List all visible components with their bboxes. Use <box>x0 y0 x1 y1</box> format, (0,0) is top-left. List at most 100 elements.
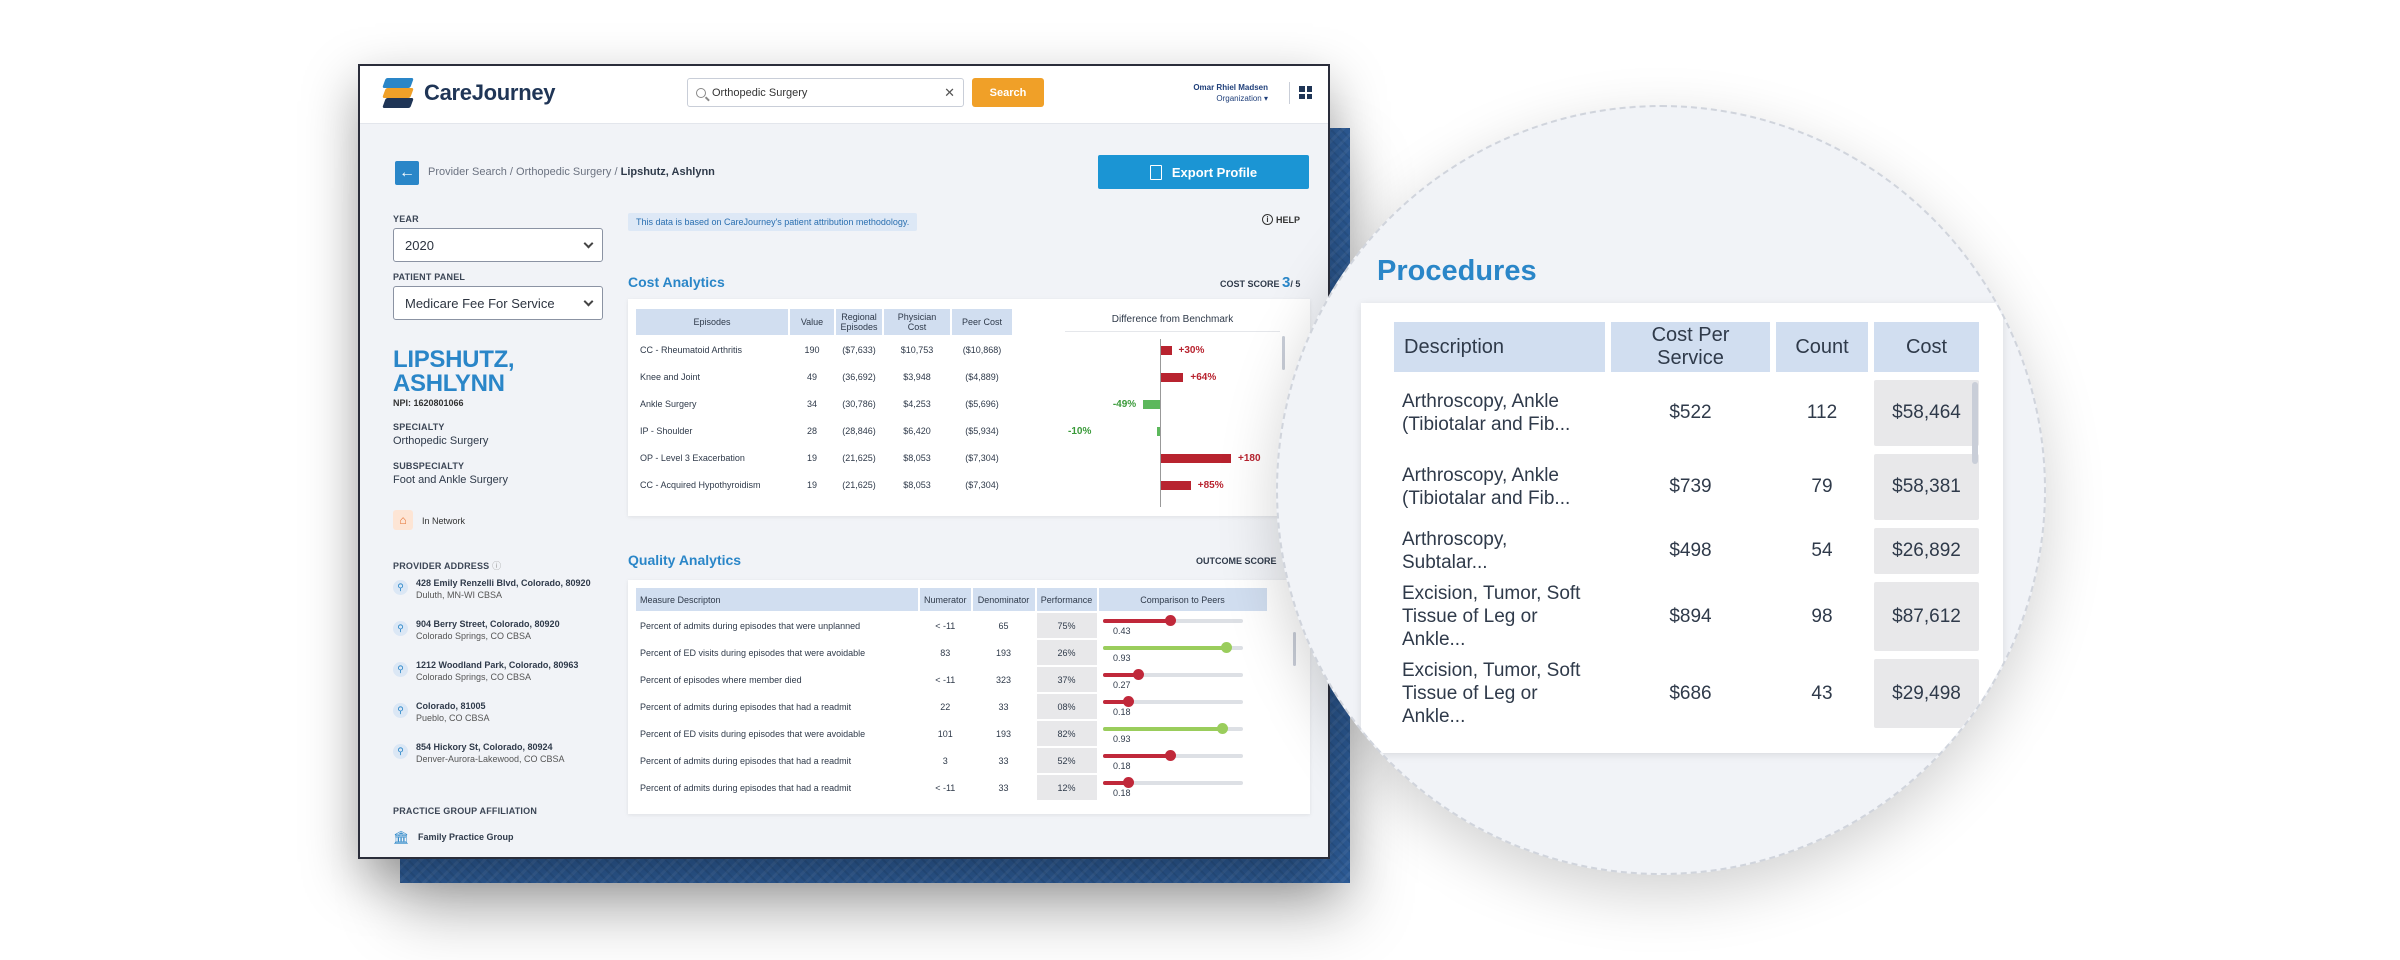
slider-knob <box>1132 669 1144 681</box>
address-line1: 428 Emily Renzelli Blvd, Colorado, 80920 <box>416 578 591 588</box>
cost-cell: 19 <box>806 479 817 490</box>
clear-icon[interactable]: ✕ <box>944 84 955 100</box>
quality-cell: 82% <box>1036 721 1097 746</box>
quality-row[interactable]: Percent of admits during episodes that h… <box>636 694 1267 719</box>
scrollbar[interactable] <box>1282 336 1285 370</box>
search-button[interactable]: Search <box>972 78 1044 107</box>
cost-cell: 190 <box>804 344 820 355</box>
user-menu[interactable]: Omar Rhiel Madsen Organization ▾ <box>1193 82 1268 104</box>
quality-cell: 37% <box>1036 667 1097 692</box>
cost-cell: 34 <box>806 398 817 409</box>
quality-row[interactable]: Percent of ED visits during episodes tha… <box>636 640 1267 665</box>
procedure-row[interactable]: Arthroscopy, Ankle (Tibiotalar and Fib...… <box>1394 454 1979 520</box>
quality-cell: 33 <box>998 755 1009 766</box>
quality-row[interactable]: Percent of admits during episodes that w… <box>636 613 1267 638</box>
export-profile-button[interactable]: Export Profile <box>1098 155 1309 189</box>
quality-table: Measure Descripton Numerator Denominator Pe… <box>634 586 1269 802</box>
quality-row[interactable]: Percent of episodes where member died < -… <box>636 667 1267 692</box>
cost-cell: (21,625) <box>842 479 876 490</box>
cost-col-header: Physician Cost <box>884 309 950 335</box>
cost-cell: ($4,889) <box>965 371 999 382</box>
search-input[interactable] <box>712 86 939 99</box>
back-button[interactable]: ← <box>395 161 419 185</box>
search-icon <box>696 87 706 98</box>
benchmark-row: +64% <box>1065 364 1285 391</box>
quality-row[interactable]: Percent of admits during episodes that h… <box>636 775 1267 800</box>
cost-row[interactable]: IP - Shoulder 28 (28,846) $6,420 ($5,934) <box>636 418 1012 443</box>
procedure-cost-per-service: $739 <box>1669 476 1712 497</box>
comparison-value: 0.27 <box>1112 679 1131 690</box>
divider <box>1289 82 1290 104</box>
procedure-count: 43 <box>1811 682 1833 704</box>
procedure-cost-per-service: $498 <box>1669 540 1712 561</box>
quality-row[interactable]: Percent of admits during episodes that h… <box>636 748 1267 773</box>
comparison-slider <box>1102 696 1243 708</box>
procedure-description: Excision, Tumor, Soft Tissue of Leg or An… <box>1402 583 1581 650</box>
slider-fill <box>1102 673 1138 678</box>
slider-fill <box>1102 727 1222 732</box>
procedure-cost: $87,612 <box>1874 582 1979 651</box>
quality-cell: Percent of admits during episodes that h… <box>640 782 852 793</box>
quality-cell: 33 <box>998 782 1009 793</box>
procedure-row[interactable]: Arthroscopy, Subtalar... $498 54 $26,892 <box>1394 528 1979 574</box>
quality-cell: Percent of admits during episodes that h… <box>640 755 852 766</box>
benchmark-row: +85% <box>1065 472 1285 499</box>
quality-row[interactable]: Percent of ED visits during episodes tha… <box>636 721 1267 746</box>
procedures-title: Procedures <box>1377 255 1537 287</box>
scrollbar[interactable] <box>1972 382 1978 464</box>
procedure-cost: $29,498 <box>1874 659 1979 728</box>
cost-cell: (30,786) <box>842 398 876 409</box>
benchmark-bar <box>1142 400 1160 409</box>
comparison-value: 0.18 <box>1112 706 1131 717</box>
benchmark-bar <box>1161 346 1172 355</box>
patient-panel-value: Medicare Fee For Service <box>405 295 555 311</box>
brand-name: CareJourney <box>424 80 556 105</box>
cost-cell: CC - Acquired Hypothyroidism <box>640 479 761 490</box>
top-bar: CareJourney ✕ Search Omar Rhiel Madsen O… <box>360 66 1328 124</box>
search-box[interactable]: ✕ <box>687 78 964 107</box>
location-pin-icon: ⚲ <box>393 662 408 677</box>
cost-row[interactable]: CC - Acquired Hypothyroidism 19 (21,625) $8… <box>636 472 1012 497</box>
logo[interactable]: CareJourney <box>380 76 556 110</box>
breadcrumb: Provider Search / Orthopedic Surgery / L… <box>428 166 715 178</box>
outcome-score: OUTCOME SCORE <box>1196 556 1277 566</box>
year-select[interactable]: 2020 <box>393 228 603 262</box>
cost-col-header: Regional Episodes <box>836 309 882 335</box>
cost-row[interactable]: CC - Rheumatoid Arthritis 190 ($7,633) $10,… <box>636 337 1012 362</box>
info-icon: ⓘ <box>492 561 502 571</box>
procedure-row[interactable]: Excision, Tumor, Soft Tissue of Leg or An… <box>1394 659 1979 728</box>
comparison-cell: 0.18 <box>1099 748 1267 773</box>
cost-row[interactable]: Knee and Joint 49 (36,692) $3,948 ($4,889) <box>636 364 1012 389</box>
help-link[interactable]: i HELP <box>1262 214 1300 225</box>
procedure-count: 54 <box>1811 540 1833 561</box>
cost-row[interactable]: Ankle Surgery 34 (30,786) $4,253 ($5,696) <box>636 391 1012 416</box>
benchmark-row: +180 <box>1065 445 1285 472</box>
procedure-row[interactable]: Arthroscopy, Ankle (Tibiotalar and Fib...… <box>1394 380 1979 446</box>
address-cbsa: Pueblo, CO CBSA <box>416 713 490 723</box>
cost-row[interactable]: OP - Level 3 Exacerbation 19 (21,625) $8,05… <box>636 445 1012 470</box>
breadcrumb-current: Lipshutz, Ashlynn <box>620 166 715 178</box>
quality-cell: 75% <box>1036 613 1097 638</box>
benchmark-bar <box>1156 427 1160 436</box>
benchmark-row: -10% <box>1065 418 1285 445</box>
benchmark-axis <box>1160 339 1161 507</box>
benchmark-row: -49% <box>1065 391 1285 418</box>
quality-col-header: Measure Descripton <box>636 588 918 611</box>
quality-cell: Percent of ED visits during episodes tha… <box>640 728 866 739</box>
provider-address-label: PROVIDER ADDRESS ⓘ <box>393 561 502 571</box>
apps-grid-icon[interactable] <box>1299 86 1312 99</box>
cost-cell: $8,053 <box>903 479 931 490</box>
procedure-row[interactable]: Excision, Tumor, Soft Tissue of Leg or An… <box>1394 582 1979 651</box>
quality-cell: 83 <box>940 647 951 658</box>
breadcrumb-path[interactable]: Provider Search / Orthopedic Surgery / <box>428 166 621 178</box>
comparison-value: 0.93 <box>1112 733 1131 744</box>
address-cbsa: Denver-Aurora-Lakewood, CO CBSA <box>416 754 565 764</box>
practice-group-link[interactable]: Family Practice Group <box>418 832 514 842</box>
procedure-cost-per-service: $522 <box>1669 402 1712 423</box>
slider-fill <box>1102 700 1128 705</box>
specialty-value: Orthopedic Surgery <box>393 435 489 447</box>
procedure-description: Arthroscopy, Subtalar... <box>1402 529 1508 573</box>
scrollbar[interactable] <box>1293 632 1296 666</box>
patient-panel-select[interactable]: Medicare Fee For Service <box>393 286 603 320</box>
procedure-description: Arthroscopy, Ankle (Tibiotalar and Fib... <box>1402 465 1571 509</box>
